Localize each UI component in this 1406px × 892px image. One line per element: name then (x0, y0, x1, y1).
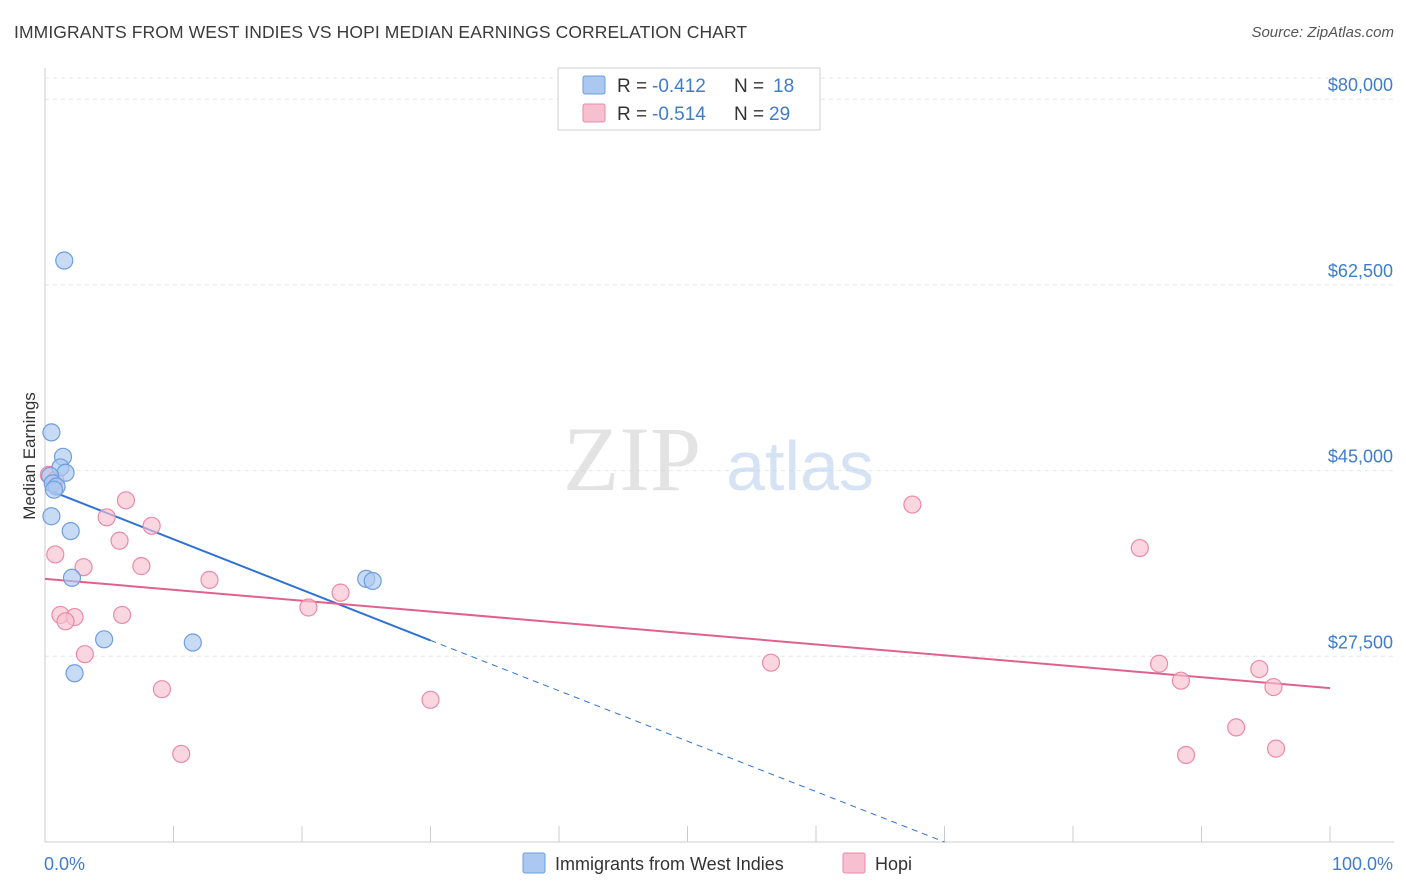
point-hopi (56, 612, 75, 631)
legend-box: R = -0.412 N = 18 R = -0.514 N = 29 (557, 67, 821, 131)
point-hopi (761, 653, 781, 672)
y-tick-label: $62,500 (1328, 261, 1393, 281)
watermark: ZIP atlas (563, 408, 874, 510)
point-hopi (1264, 677, 1283, 697)
trend-line-west-indies-extrapolated (430, 639, 945, 843)
watermark-zip: ZIP (563, 408, 701, 510)
series-legend-label-1: Immigrants from West Indies (555, 854, 784, 874)
series-legend: Immigrants from West Indies Hopi (522, 852, 912, 874)
point-west-indies (363, 571, 382, 591)
point-hopi (1176, 745, 1196, 765)
point-west-indies (62, 568, 82, 587)
series-legend-swatch-blue (522, 852, 546, 874)
series-legend-label-2: Hopi (875, 854, 912, 874)
point-west-indies (61, 521, 80, 541)
point-hopi (46, 545, 65, 564)
point-hopi (1149, 654, 1169, 673)
point-hopi (74, 558, 93, 577)
y-axis-title: Median Earnings (20, 392, 39, 520)
legend-r-value-2: -0.514 (652, 104, 706, 125)
y-tick-label: $80,000 (1328, 75, 1393, 95)
axis-layer (44, 68, 1394, 843)
point-west-indies (55, 251, 74, 270)
point-hopi (421, 690, 440, 709)
points-layer (39, 251, 1286, 765)
trend-line-hopi (44, 577, 1331, 690)
legend-r-label-2: R = (617, 104, 647, 125)
legend-swatch-pink (582, 103, 606, 123)
point-hopi (172, 744, 191, 764)
point-hopi (152, 680, 172, 699)
point-hopi (299, 598, 318, 617)
point-hopi (200, 570, 219, 590)
point-hopi (132, 557, 151, 576)
source-attribution: Source: ZipAtlas.com (1251, 24, 1394, 41)
y-tick-label: $45,000 (1328, 447, 1393, 467)
point-hopi (142, 516, 161, 535)
y-tick-label: $27,500 (1328, 632, 1393, 652)
watermark-atlas: atlas (726, 427, 874, 505)
chart-title: IMMIGRANTS FROM WEST INDIES VS HOPI MEDI… (14, 22, 748, 42)
point-hopi (903, 495, 922, 514)
x-tick-label: 100.0% (1332, 854, 1393, 874)
point-hopi (116, 491, 136, 510)
point-hopi (97, 508, 116, 527)
point-hopi (1266, 739, 1286, 758)
series-legend-swatch-pink (842, 852, 866, 874)
point-west-indies (42, 507, 61, 526)
point-hopi (1171, 671, 1191, 690)
legend-n-label-1: N = (734, 76, 764, 97)
point-hopi (112, 605, 132, 625)
tick-label-layer: $27,500 $45,000 $62,500 $80,000 0.0% 100.0% (44, 75, 1393, 874)
legend-r-value-1: -0.412 (652, 76, 706, 97)
point-west-indies (183, 633, 202, 652)
legend-swatch-blue (582, 75, 606, 95)
point-west-indies (42, 423, 61, 442)
legend-n-label-2: N = (734, 104, 764, 125)
point-hopi (1250, 659, 1269, 679)
point-hopi (75, 645, 94, 664)
point-hopi (1130, 538, 1149, 558)
legend-n-value-1: 18 (773, 76, 794, 97)
point-west-indies (44, 480, 64, 499)
legend-n-value-2: 29 (769, 104, 790, 125)
point-west-indies (95, 630, 114, 649)
point-hopi (110, 531, 129, 550)
point-west-indies (65, 664, 84, 683)
x-tick-label: 0.0% (44, 854, 85, 874)
point-hopi (331, 583, 350, 602)
legend-r-label-1: R = (617, 76, 647, 97)
grid-layer (45, 77, 1394, 657)
point-hopi (1227, 718, 1246, 737)
